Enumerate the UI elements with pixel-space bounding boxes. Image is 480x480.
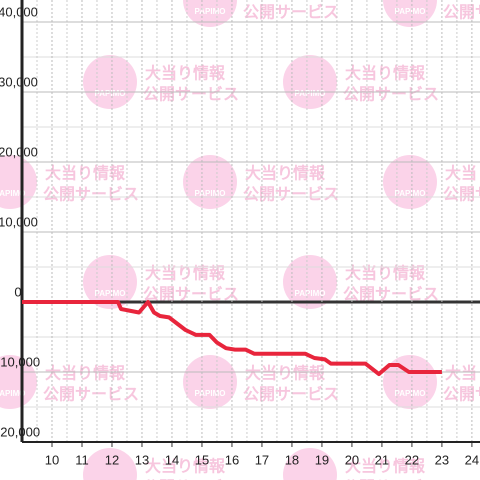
watermark-logo-text: PAPIMO <box>195 189 226 198</box>
watermark-text: 大当り情報 <box>145 264 226 283</box>
watermark-logo <box>183 355 237 409</box>
watermark-logo-text: PAPIMO <box>295 289 326 298</box>
watermark-logo <box>0 355 37 409</box>
watermark-logo <box>283 448 337 480</box>
x-tick-label: 18 <box>285 452 299 467</box>
watermark-text: 大当り情報 <box>145 64 226 83</box>
watermark-text: 大当り情報 <box>245 164 326 183</box>
watermark-logo-text: PAPIMO <box>395 7 426 16</box>
watermark-text: 大当り情報 <box>345 264 426 283</box>
watermark-text: 公開サービス <box>143 285 239 304</box>
watermark-text: 大当り情報 <box>145 457 226 476</box>
watermark-text: 公開サービス <box>443 185 480 204</box>
y-tick-label: 0 <box>14 284 21 299</box>
watermark-logo <box>0 155 37 209</box>
x-tick-label: 17 <box>255 452 269 467</box>
watermark-logo <box>183 0 237 27</box>
watermark-logo-text: PAPIMO <box>395 389 426 398</box>
y-tick-label: 20,000 <box>0 144 38 159</box>
x-tick-label: 22 <box>405 452 419 467</box>
watermark-text: 公開サービス <box>243 385 339 404</box>
x-tick-label: 19 <box>315 452 329 467</box>
watermark-text: 公開サービス <box>243 185 339 204</box>
x-tick-label: 12 <box>105 452 119 467</box>
watermark-logo-text: PAPIMO <box>95 289 126 298</box>
watermark-logo-text: PAPIMO <box>95 89 126 98</box>
watermark-text: 公開サービス <box>343 85 439 104</box>
watermark-text: 公開サービス <box>43 185 139 204</box>
data-line <box>22 300 442 377</box>
watermark-text: 公開サービス <box>143 85 239 104</box>
watermark-text: 公開サービス <box>443 3 480 22</box>
x-tick-label: 24 <box>465 452 479 467</box>
watermark-logo-text: PAPIMO <box>295 89 326 98</box>
watermark-text: 公開サービス <box>43 385 139 404</box>
x-tick-label: 10 <box>45 452 59 467</box>
watermark-logo <box>183 155 237 209</box>
x-tick-label: 16 <box>225 452 239 467</box>
x-tick-label: 23 <box>435 452 449 467</box>
watermark-text: 大当り情報 <box>445 364 480 383</box>
watermark-logo-text: PAPIMO <box>395 189 426 198</box>
x-tick-label: 13 <box>135 452 149 467</box>
watermark-logo-text: PAPIMO <box>195 389 226 398</box>
watermark-text: 大当り情報 <box>245 364 326 383</box>
plot <box>22 300 442 377</box>
watermark-text: 公開サービス <box>443 385 480 404</box>
watermark-logo <box>383 155 437 209</box>
x-tick-label: 21 <box>375 452 389 467</box>
x-tick-label: 20 <box>345 452 359 467</box>
watermark-logo <box>83 448 137 480</box>
y-tick-label: 40,000 <box>0 4 38 19</box>
watermark-logo-text: PAPIMO <box>0 389 25 398</box>
grid: 40,000 30,000 20,000 10,000 0 -10,000 -20,000 1… <box>0 0 480 467</box>
y-tick-label: -20,000 <box>0 424 40 439</box>
watermark-text: 公開サービス <box>143 478 239 480</box>
watermark-text: 大当り情報 <box>45 364 126 383</box>
watermark-text: 大当り情報 <box>345 457 426 476</box>
x-tick-label: 11 <box>75 452 89 467</box>
watermark-logo <box>83 55 137 109</box>
watermark-text: 大当り情報 <box>445 0 480 1</box>
watermark-logo <box>283 55 337 109</box>
watermark-text: 公開サービス <box>343 478 439 480</box>
y-tick-label: -10,000 <box>0 354 40 369</box>
watermark-logo-text: PAPIMO <box>195 7 226 16</box>
watermark-logo <box>283 255 337 309</box>
watermark-text: 大当り情報 <box>45 164 126 183</box>
watermark-logo-text: PAPIMO <box>0 189 25 198</box>
x-tick-label: 14 <box>165 452 179 467</box>
y-tick-label: 10,000 <box>0 214 38 229</box>
watermark-text: 公開サービス <box>243 3 339 22</box>
watermark-text: 大当り情報 <box>445 164 480 183</box>
watermark-text: 大当り情報 <box>245 0 326 1</box>
x-tick-label: 15 <box>195 452 209 467</box>
y-tick-label: 30,000 <box>0 74 38 89</box>
watermark-text: 大当り情報 <box>345 64 426 83</box>
